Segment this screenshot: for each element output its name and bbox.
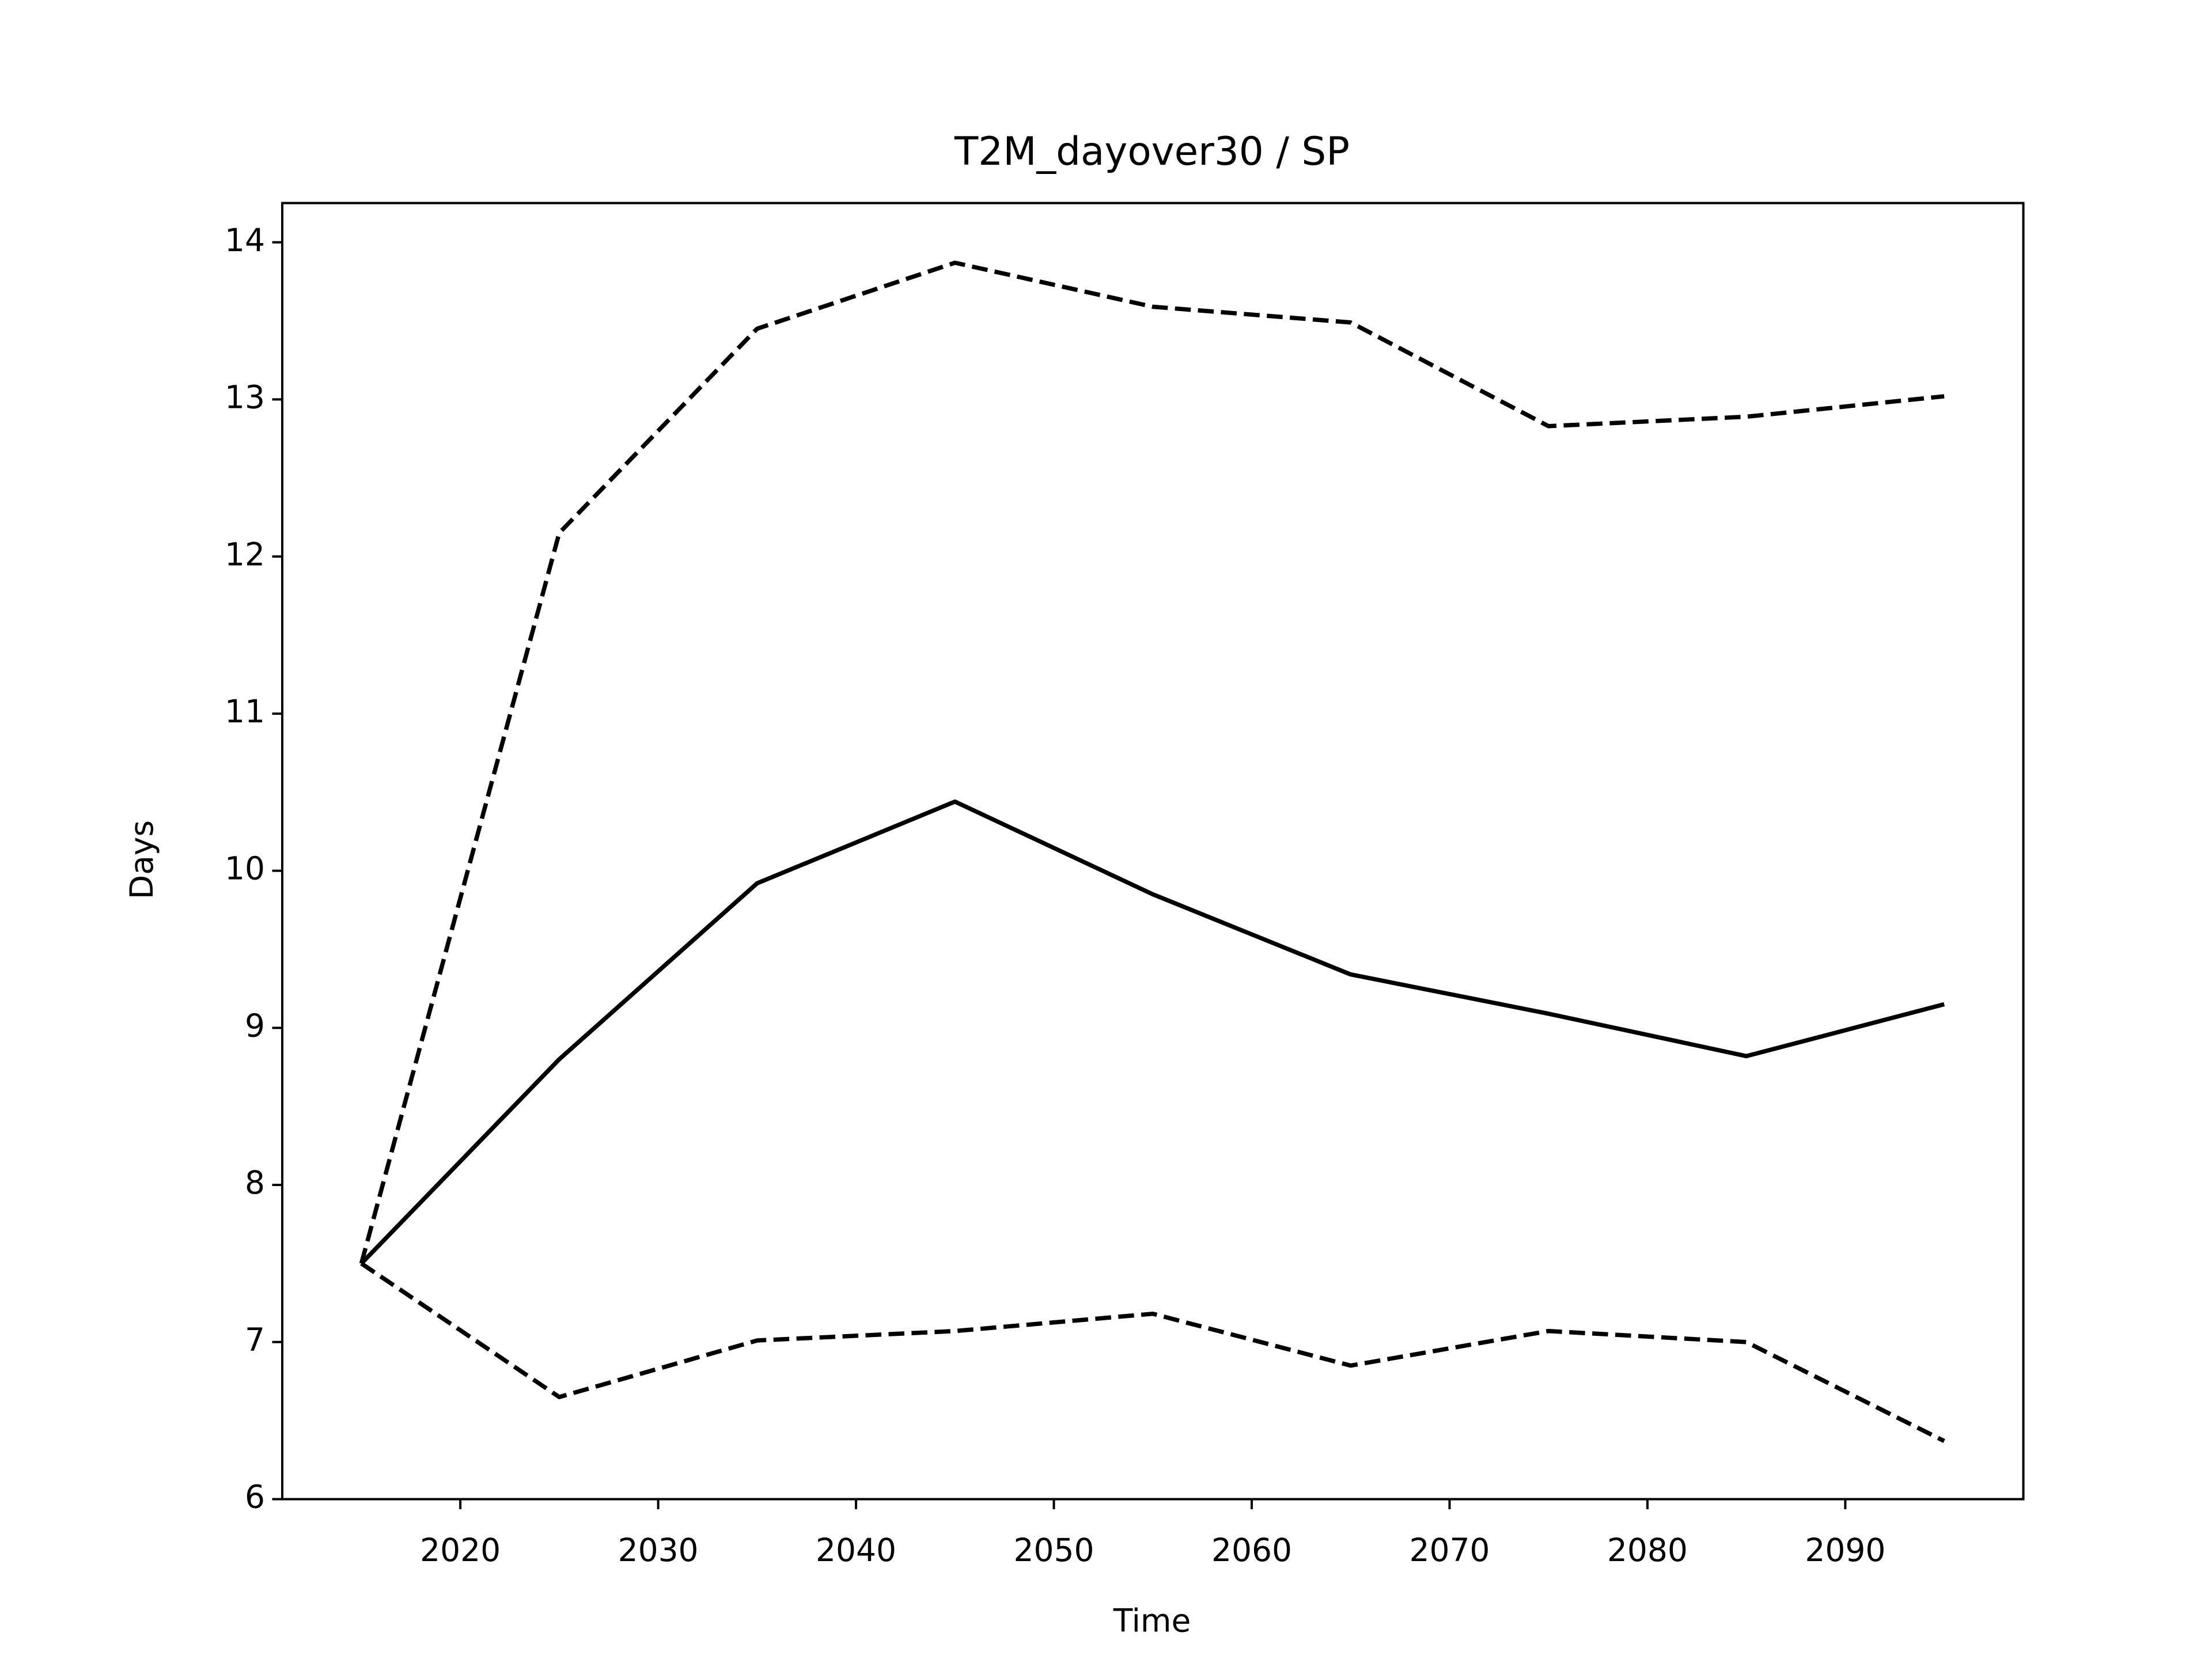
y-tick-label: 14 bbox=[225, 222, 265, 259]
x-tick-label: 2070 bbox=[1409, 1532, 1490, 1569]
y-tick-label: 12 bbox=[225, 536, 265, 573]
y-tick-label: 11 bbox=[225, 693, 265, 730]
x-tick-label: 2030 bbox=[618, 1532, 699, 1569]
x-tick-label: 2040 bbox=[816, 1532, 896, 1569]
y-tick-label: 7 bbox=[245, 1321, 265, 1358]
x-tick-label: 2090 bbox=[1805, 1532, 1885, 1569]
x-axis-label: Time bbox=[1113, 1603, 1191, 1639]
x-tick-label: 2020 bbox=[420, 1532, 501, 1569]
y-axis-label: Days bbox=[123, 820, 160, 899]
y-tick-label: 8 bbox=[245, 1164, 265, 1201]
data-line bbox=[360, 1262, 1945, 1443]
plot-frame bbox=[281, 202, 2025, 1501]
x-tick-label: 2060 bbox=[1211, 1532, 1292, 1569]
data-line bbox=[359, 799, 1945, 1266]
y-tick-label: 13 bbox=[225, 379, 265, 416]
y-tick-label: 9 bbox=[245, 1007, 265, 1044]
chart-title: T2M_dayover30 / SP bbox=[954, 128, 1350, 174]
y-tick-label: 6 bbox=[245, 1479, 265, 1516]
data-line bbox=[359, 260, 1945, 1264]
x-tick-label: 2050 bbox=[1014, 1532, 1094, 1569]
y-tick-label: 10 bbox=[225, 850, 265, 887]
x-tick-label: 2080 bbox=[1607, 1532, 1688, 1569]
